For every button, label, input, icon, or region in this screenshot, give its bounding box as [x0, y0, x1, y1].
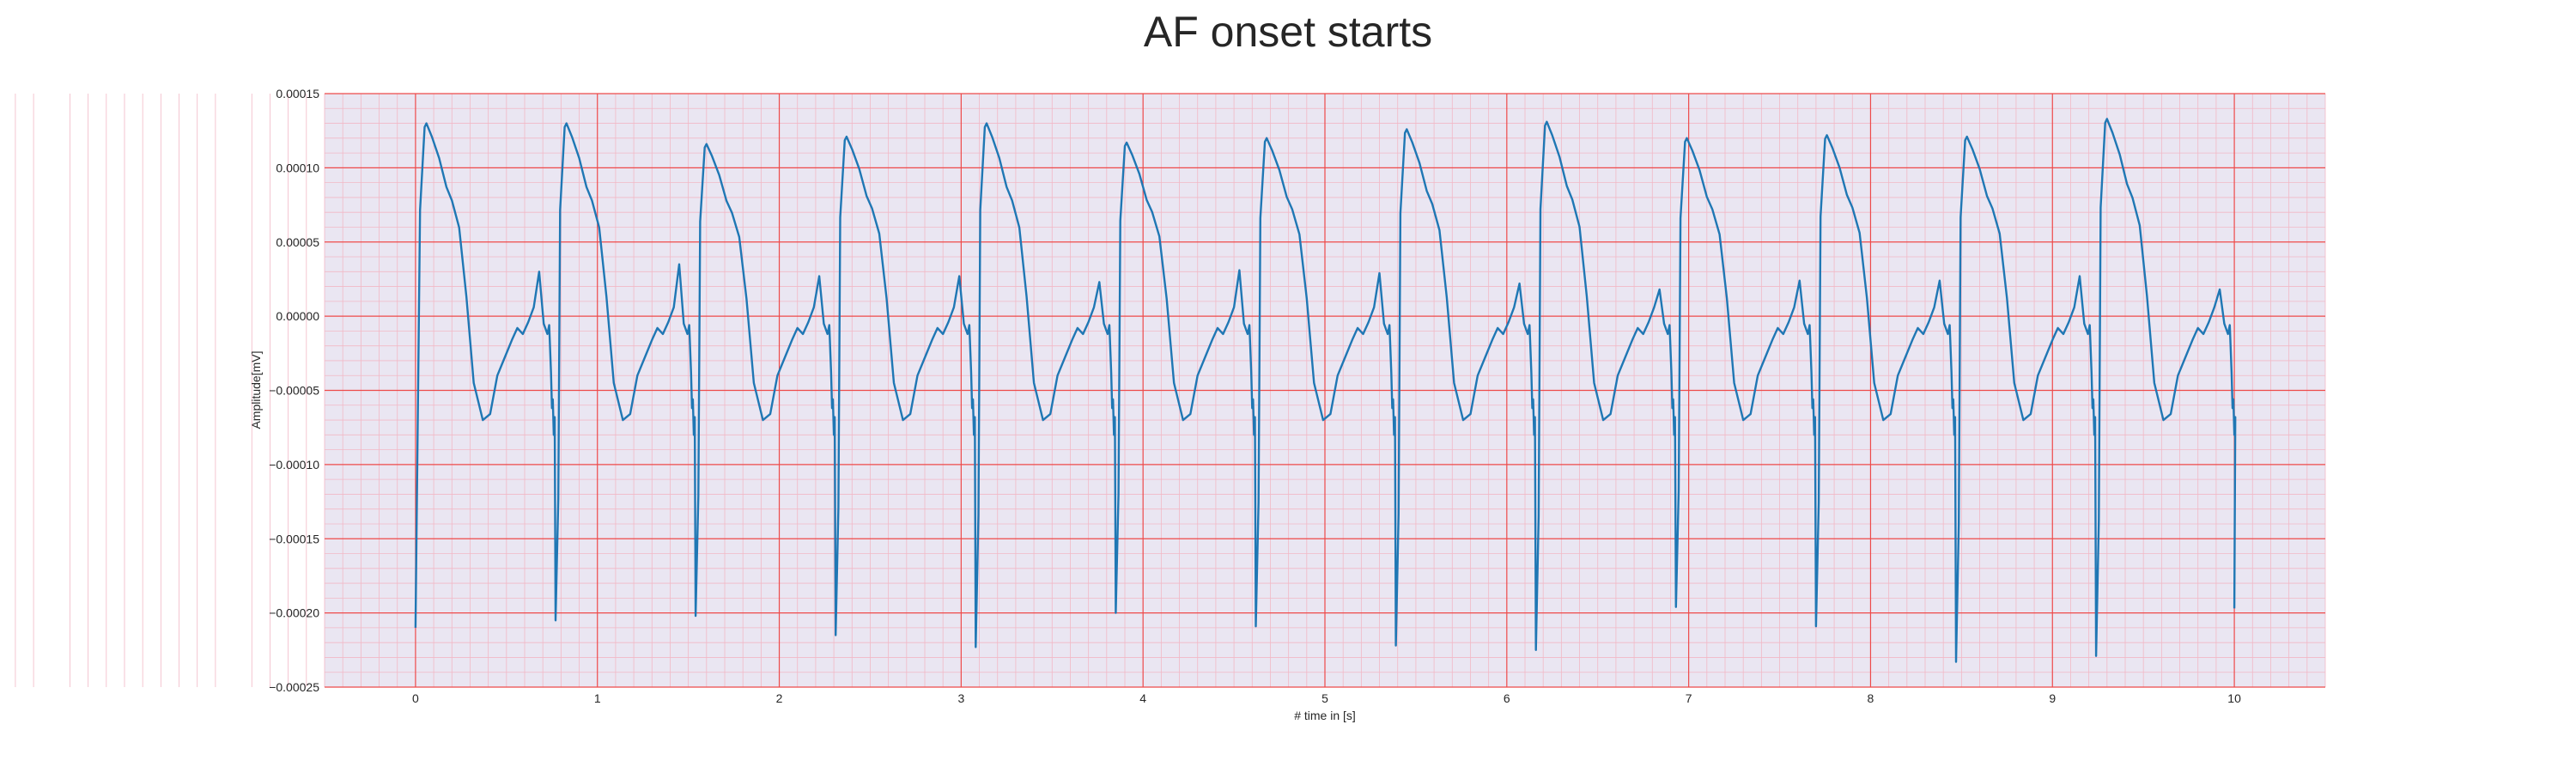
- x-tick-label: 6: [1504, 691, 1510, 705]
- y-tick-label: 0.00010: [276, 161, 319, 174]
- y-tick-label: 0.00005: [276, 235, 319, 249]
- y-tick-label: −0.00025: [269, 680, 319, 694]
- x-tick-label: 4: [1139, 691, 1146, 705]
- y-tick-label: −0.00015: [269, 532, 319, 545]
- x-tick-label: 0: [412, 691, 419, 705]
- x-tick-label: 5: [1321, 691, 1328, 705]
- x-tick-label: 7: [1686, 691, 1692, 705]
- y-tick-label: −0.00020: [269, 606, 319, 620]
- x-tick-label: 3: [957, 691, 964, 705]
- x-tick-label: 2: [776, 691, 783, 705]
- x-tick-label: 1: [594, 691, 601, 705]
- grid-layer: [0, 94, 2325, 687]
- y-tick-label: −0.00010: [269, 458, 319, 472]
- y-tick-label: −0.00005: [269, 384, 319, 398]
- y-tick-label: 0.00015: [276, 87, 319, 100]
- x-tick-label: 10: [2227, 691, 2241, 705]
- x-tick-label: 9: [2049, 691, 2056, 705]
- y-tick-label: 0.00000: [276, 309, 319, 323]
- x-tick-label: 8: [1868, 691, 1874, 705]
- x-axis-label: # time in [s]: [1294, 709, 1356, 722]
- y-axis-label: Amplitude[mV]: [249, 350, 263, 429]
